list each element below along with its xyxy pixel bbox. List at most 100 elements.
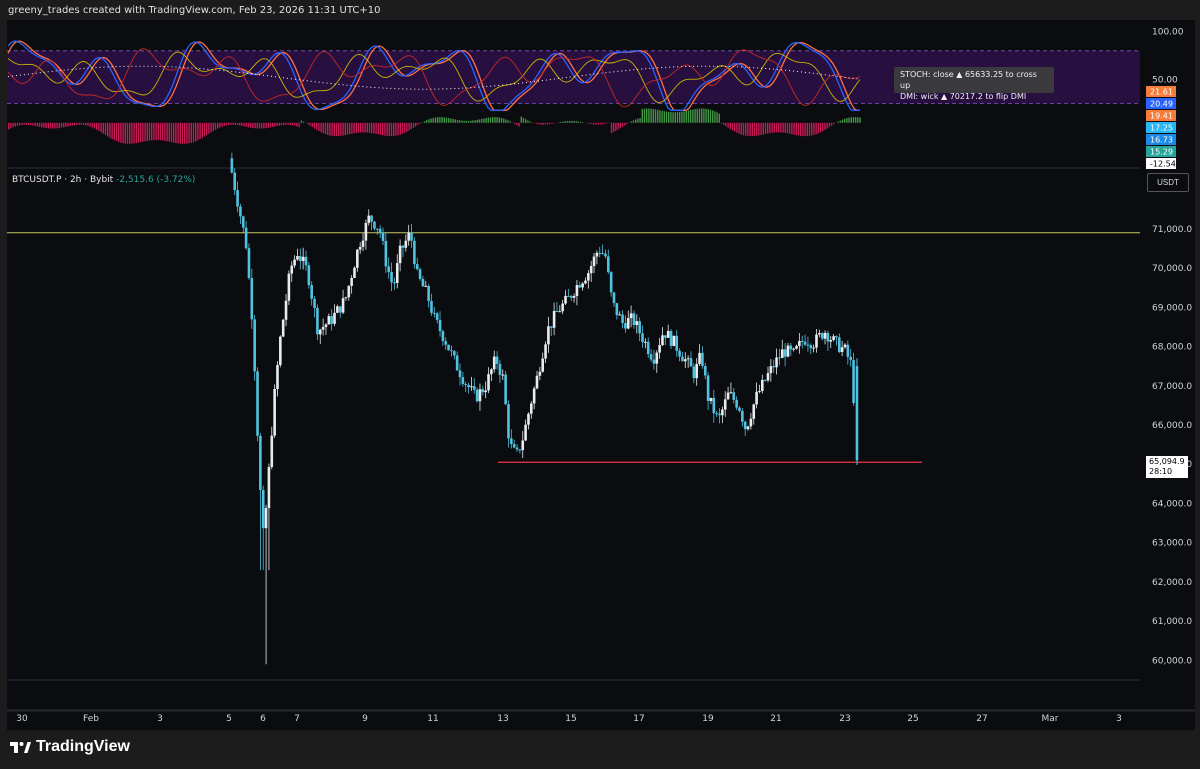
indicator-value-text: 19.41 bbox=[1150, 112, 1173, 121]
histogram-bar bbox=[527, 120, 529, 123]
indicator-value-badge bbox=[1146, 86, 1176, 97]
candle-body bbox=[601, 253, 604, 255]
histogram-bar bbox=[520, 116, 522, 123]
tradingview-brand-text: TradingView bbox=[36, 738, 130, 755]
histogram-bar bbox=[727, 122, 729, 128]
candle-body bbox=[786, 345, 790, 357]
chart-canvas[interactable]: 71,000.0 70,000.0 69,000.0 68,000.0 67,000.0… bbox=[0, 0, 1200, 732]
histogram-bar bbox=[536, 122, 538, 124]
histogram-bar bbox=[855, 117, 857, 123]
tradingview-logo[interactable]: TradingView bbox=[10, 738, 130, 756]
candle-body bbox=[567, 295, 570, 297]
histogram-bar bbox=[758, 122, 760, 136]
candle-body bbox=[430, 300, 433, 313]
histogram-bar bbox=[289, 122, 291, 125]
candle-body bbox=[250, 278, 254, 320]
candle-body bbox=[544, 344, 547, 359]
histogram-bar bbox=[591, 122, 593, 125]
histogram-bar bbox=[316, 122, 318, 130]
histogram-bar bbox=[665, 111, 668, 123]
candle-body bbox=[310, 285, 314, 299]
histogram-bar bbox=[795, 122, 797, 136]
candle-body bbox=[347, 285, 351, 298]
histogram-bar bbox=[197, 122, 199, 141]
candle-body bbox=[418, 269, 422, 279]
current-price-label: 65,094.9 28:10 bbox=[1146, 456, 1188, 478]
candle-body bbox=[792, 348, 795, 350]
histogram-bar bbox=[830, 122, 833, 126]
candle-body bbox=[598, 252, 602, 254]
candle-body bbox=[512, 444, 516, 448]
indicator-value-badge bbox=[1146, 134, 1176, 145]
candle-body bbox=[284, 300, 288, 320]
histogram-bar bbox=[318, 122, 320, 132]
histogram-bar bbox=[360, 122, 362, 133]
candle-body bbox=[361, 240, 365, 247]
histogram-bar bbox=[76, 122, 78, 125]
histogram-bar bbox=[476, 119, 478, 123]
histogram-bar bbox=[241, 122, 243, 126]
candle-body bbox=[327, 316, 331, 325]
histogram-bar bbox=[19, 122, 21, 126]
time-tick-label: 3 bbox=[1116, 714, 1122, 724]
histogram-bar bbox=[617, 122, 619, 130]
candle-body bbox=[678, 350, 681, 357]
histogram-bar bbox=[250, 122, 252, 128]
histogram-bar bbox=[604, 122, 606, 124]
histogram-bar bbox=[518, 122, 520, 127]
histogram-bar bbox=[707, 109, 709, 123]
symbol-legend[interactable]: BTCUSDT.P · 2h · Bybit -2,515.6 (-3.72%) bbox=[12, 175, 195, 185]
histogram-bar bbox=[153, 122, 155, 141]
histogram-bar bbox=[725, 122, 727, 127]
histogram-bar bbox=[551, 122, 553, 124]
time-tick-label: 6 bbox=[260, 714, 266, 724]
candle-body bbox=[735, 399, 738, 408]
histogram-bar bbox=[560, 121, 562, 123]
histogram-bar bbox=[723, 122, 725, 125]
candle-body bbox=[484, 390, 487, 393]
histogram-bar bbox=[415, 122, 417, 127]
histogram-bar bbox=[709, 109, 712, 123]
histogram-bar bbox=[813, 122, 815, 135]
histogram-bar bbox=[190, 122, 192, 143]
candle-body bbox=[301, 256, 305, 261]
currency-button[interactable]: USDT bbox=[1147, 173, 1189, 192]
histogram-bar bbox=[549, 122, 551, 125]
candle-body bbox=[675, 335, 679, 351]
candle-body bbox=[658, 345, 661, 353]
indicator-value-badge bbox=[1146, 98, 1176, 109]
candle-body bbox=[829, 340, 833, 342]
candle-body bbox=[818, 333, 821, 335]
histogram-bar bbox=[487, 117, 489, 123]
histogram-bar bbox=[687, 110, 690, 123]
candle-body bbox=[313, 298, 316, 308]
time-tick-label: 7 bbox=[294, 714, 300, 724]
histogram-bar bbox=[195, 122, 197, 142]
candle-body bbox=[749, 418, 753, 427]
price-tick-label: 63,000.0 bbox=[1152, 539, 1192, 549]
histogram-bar bbox=[181, 122, 184, 144]
histogram-bar bbox=[630, 121, 632, 123]
histogram-bar bbox=[844, 118, 846, 123]
candles-series bbox=[230, 152, 859, 665]
time-tick-label: 27 bbox=[976, 714, 987, 724]
candle-body bbox=[549, 326, 553, 328]
histogram-bar bbox=[349, 122, 351, 135]
histogram-bar bbox=[443, 117, 445, 123]
histogram-bar bbox=[208, 122, 210, 134]
histogram-bar bbox=[626, 122, 628, 125]
candle-body bbox=[470, 386, 473, 388]
histogram-bar bbox=[335, 122, 338, 137]
histogram-bar bbox=[452, 118, 454, 123]
candle-body bbox=[672, 335, 676, 346]
candle-body bbox=[712, 397, 716, 414]
histogram-bar bbox=[459, 120, 461, 123]
candle-body bbox=[527, 413, 530, 425]
symbol-change: -2,515.6 (-3.72%) bbox=[116, 175, 196, 185]
histogram-bar bbox=[679, 111, 681, 123]
candle-body bbox=[775, 357, 778, 368]
histogram-bar bbox=[496, 117, 498, 123]
histogram-bar bbox=[672, 112, 674, 123]
countdown-timer: 28:10 bbox=[1149, 467, 1173, 476]
histogram-bar bbox=[239, 122, 241, 126]
